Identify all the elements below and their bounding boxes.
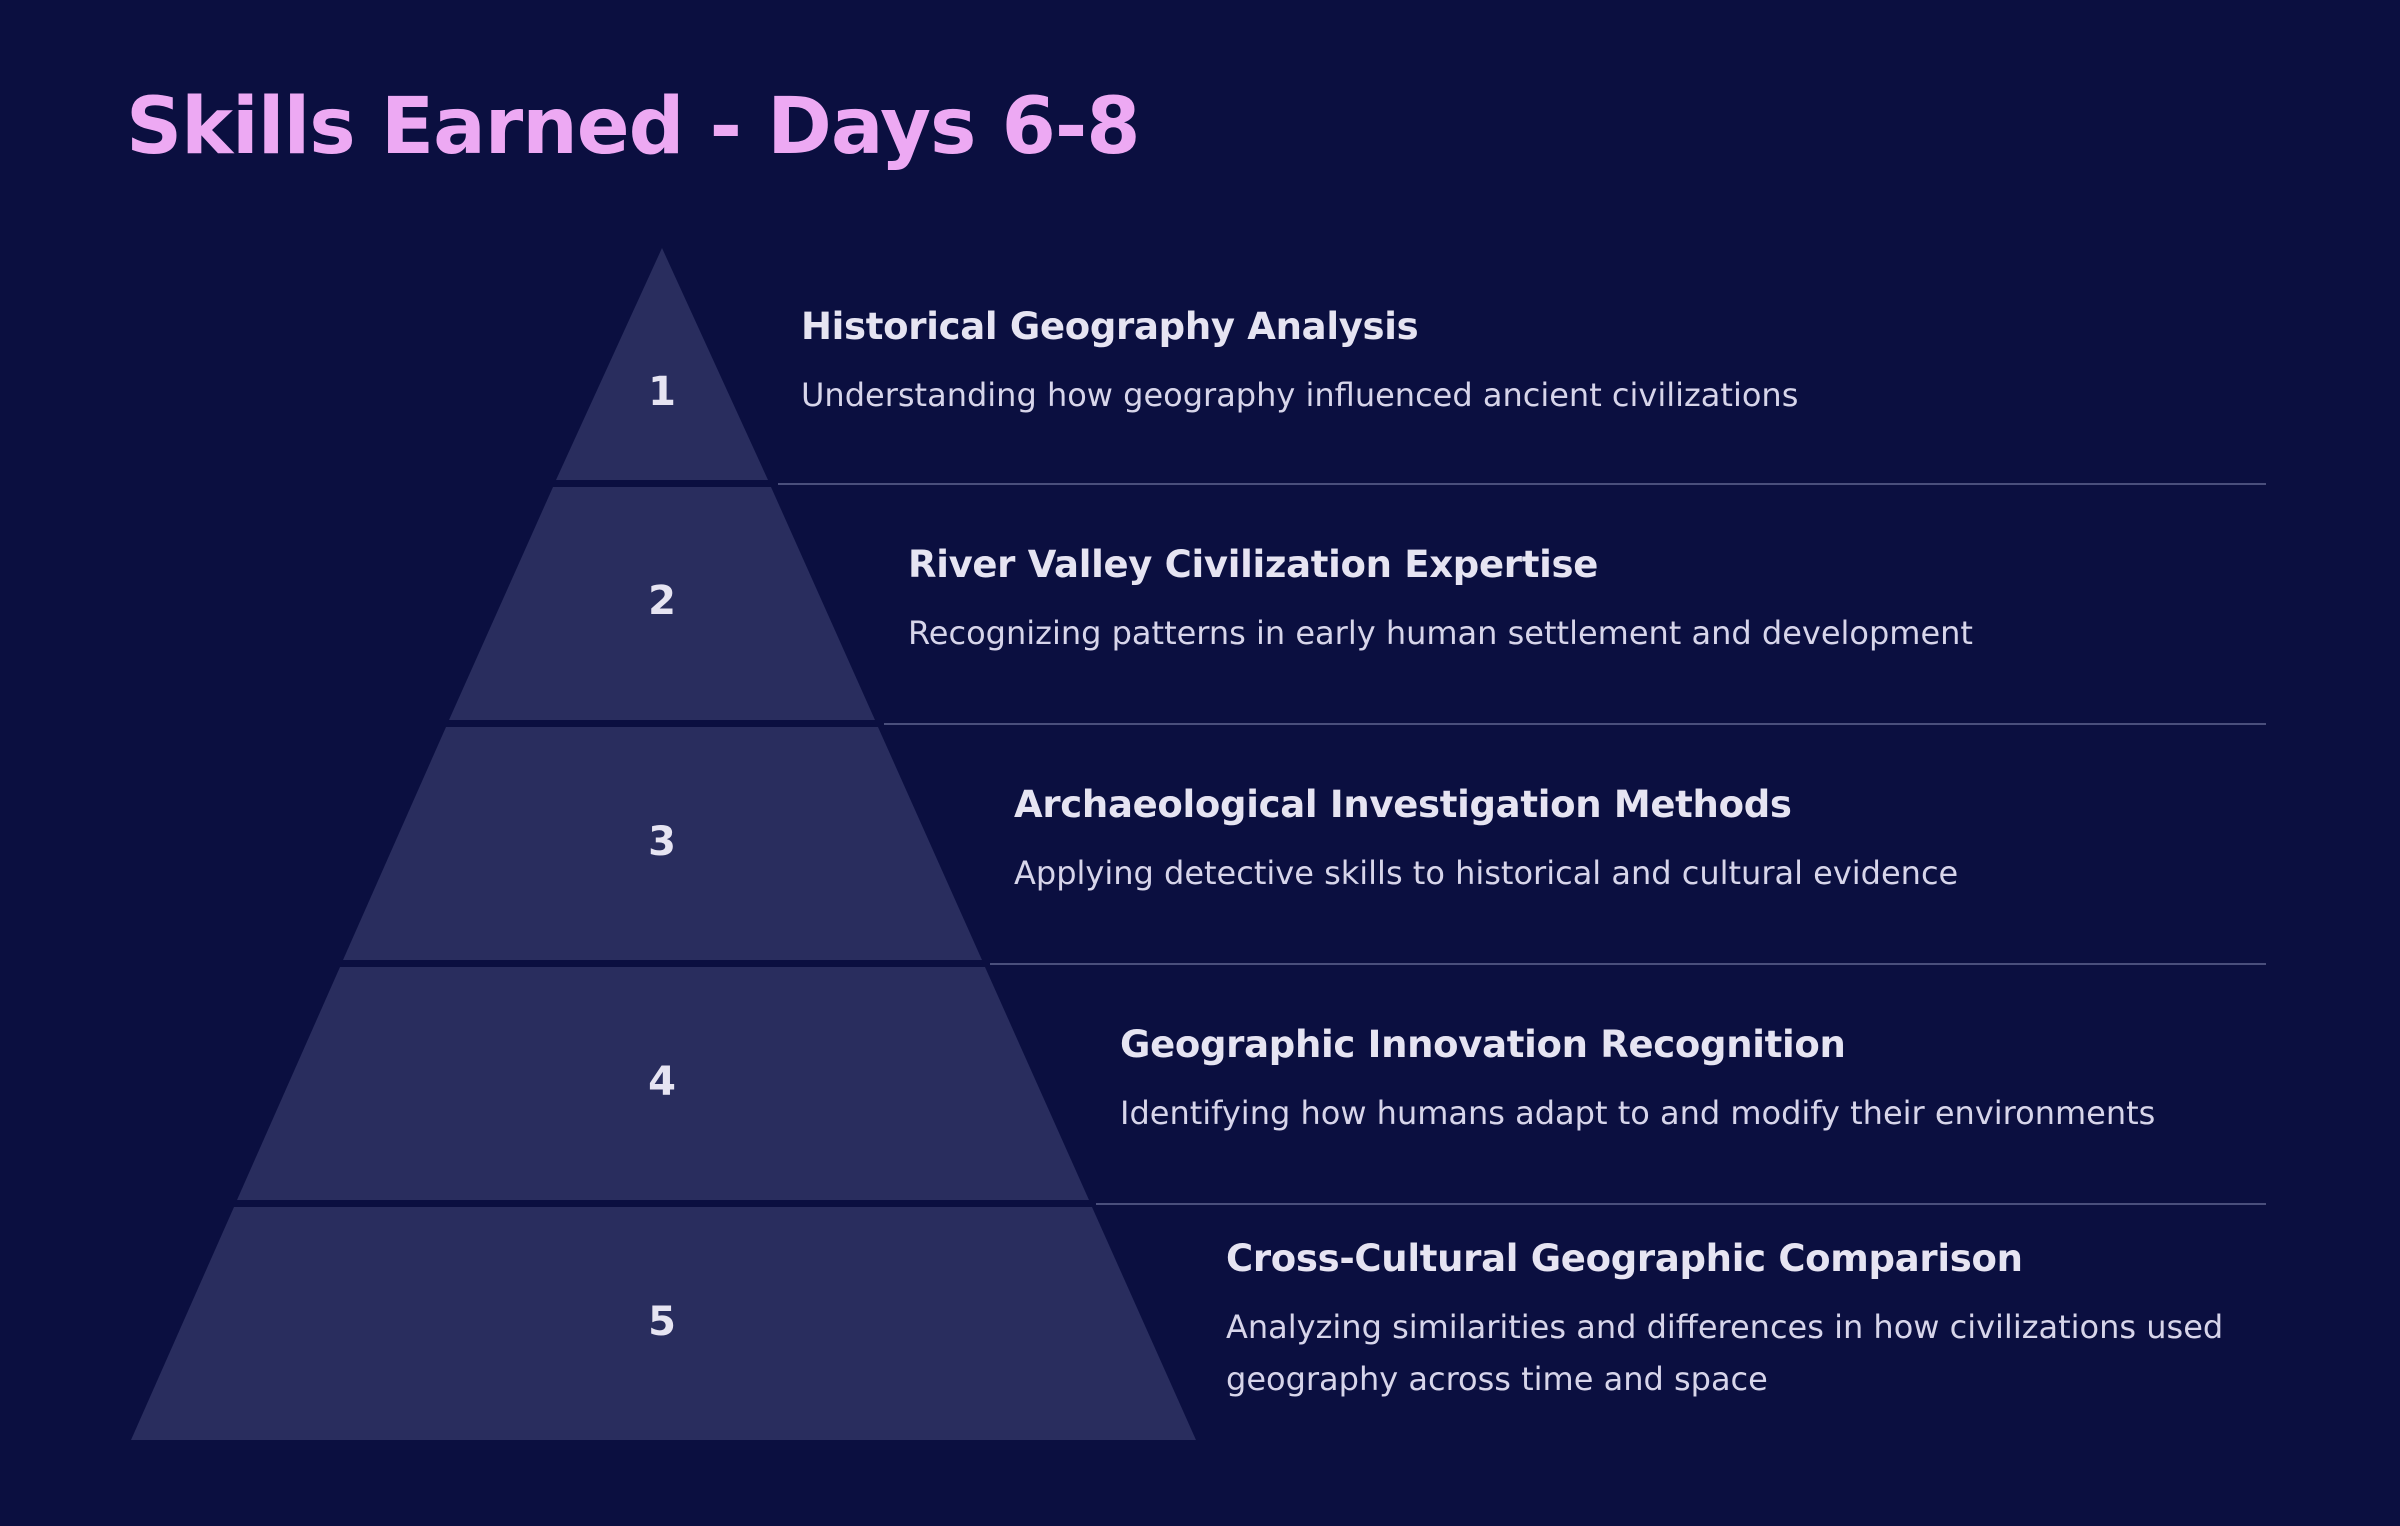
page-title: Skills Earned - Days 6-8 xyxy=(126,82,1140,172)
skill-description: Applying detective skills to historical … xyxy=(1014,854,1959,893)
tier-number-5: 5 xyxy=(648,1299,676,1345)
pyramid-tier-2 xyxy=(449,487,875,720)
skill-item-2: River Valley Civilization Expertise Reco… xyxy=(908,543,2340,659)
tier-divider-2 xyxy=(884,723,2266,725)
skill-title: Archaeological Investigation Methods xyxy=(1014,783,1792,826)
pyramid-tier-4 xyxy=(237,967,1089,1200)
pyramid-tier-5 xyxy=(131,1207,1196,1440)
skill-description: Identifying how humans adapt to and modi… xyxy=(1120,1094,2156,1133)
skill-title: Geographic Innovation Recognition xyxy=(1120,1023,1846,1066)
skill-title: Cross-Cultural Geographic Comparison xyxy=(1226,1237,2023,1280)
skill-description: Understanding how geography influenced a… xyxy=(801,376,1799,415)
pyramid-diagram: 1 2 3 4 5 xyxy=(131,248,1196,1440)
tier-number-2: 2 xyxy=(648,578,676,624)
skill-title: River Valley Civilization Expertise xyxy=(908,543,1599,586)
skill-title: Historical Geography Analysis xyxy=(801,305,1419,348)
skill-item-3: Archaeological Investigation Methods App… xyxy=(1014,783,2340,899)
skill-description: Recognizing patterns in early human sett… xyxy=(908,614,1973,653)
tier-number-4: 4 xyxy=(648,1059,676,1105)
skill-item-4: Geographic Innovation Recognition Identi… xyxy=(1120,1023,2340,1139)
tier-number-1: 1 xyxy=(648,369,676,415)
skill-item-5: Cross-Cultural Geographic Comparison Ana… xyxy=(1226,1237,2340,1405)
tier-divider-4 xyxy=(1096,1203,2266,1205)
tier-divider-3 xyxy=(990,963,2266,965)
tier-number-3: 3 xyxy=(648,819,676,865)
pyramid-tier-3 xyxy=(343,727,982,960)
skill-item-1: Historical Geography Analysis Understand… xyxy=(801,305,2340,421)
tier-divider-1 xyxy=(778,483,2266,485)
pyramid-tier-1 xyxy=(556,248,768,480)
skill-description: Analyzing similarities and differences i… xyxy=(1226,1308,2224,1399)
